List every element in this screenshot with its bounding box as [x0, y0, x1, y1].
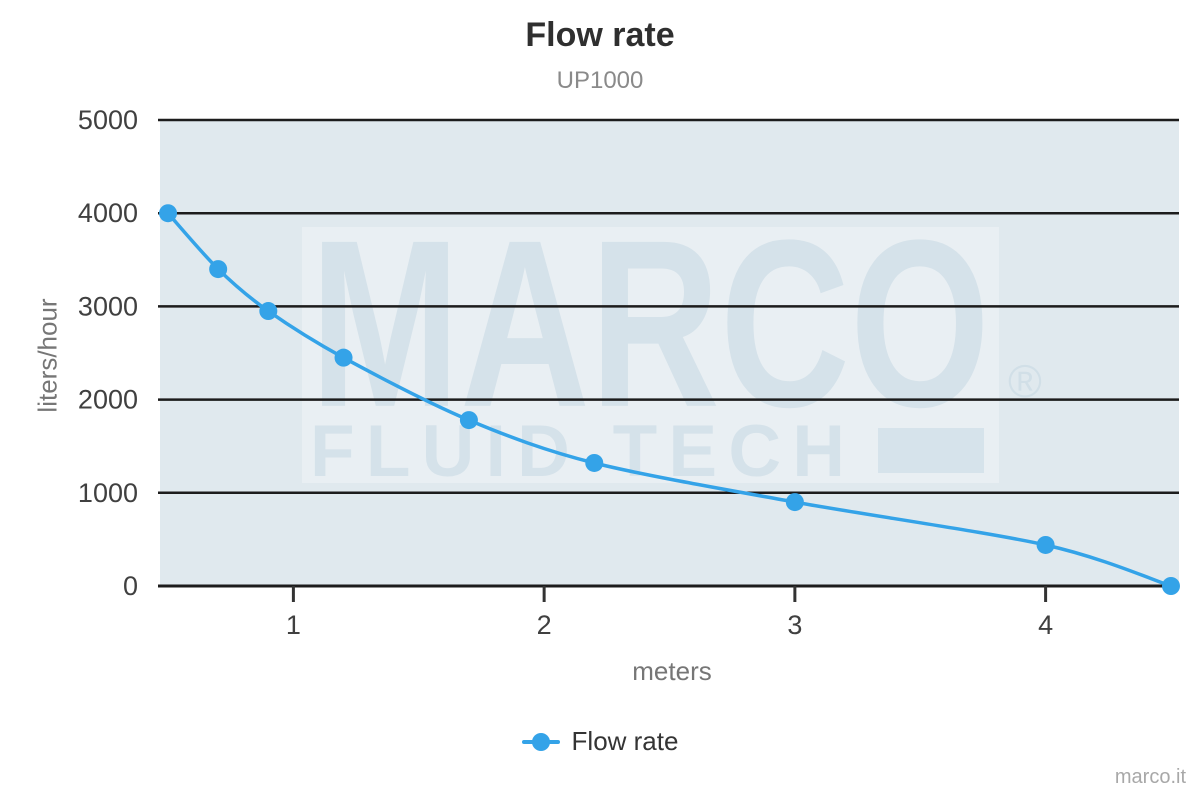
legend-label: Flow rate [571, 726, 679, 756]
legend-marker-icon [521, 732, 560, 752]
legend[interactable]: Flow rate [0, 726, 1200, 757]
x-tick-label: 2 [537, 610, 552, 640]
plot-background [160, 120, 1179, 586]
data-point[interactable] [334, 348, 353, 367]
data-point[interactable] [259, 302, 278, 321]
watermark-brand-text: MARCO [310, 192, 990, 458]
y-tick-label: 1000 [78, 478, 138, 508]
footer-link[interactable]: marco.it [1114, 766, 1186, 788]
data-point[interactable] [159, 204, 178, 223]
data-point[interactable] [1161, 577, 1180, 595]
flow-rate-line [166, 212, 1172, 588]
y-tick-label: 0 [123, 571, 138, 601]
y-tick-label: 4000 [78, 198, 138, 228]
x-tick-label: 4 [1038, 610, 1053, 640]
x-tick-label: 1 [286, 610, 301, 640]
x-tick-label: 3 [787, 610, 802, 640]
data-point[interactable] [209, 260, 228, 279]
data-point[interactable] [585, 453, 604, 472]
y-axis-title: liters/hour [32, 298, 63, 413]
data-point[interactable] [459, 411, 478, 430]
legend-dot-icon [531, 732, 550, 751]
watermark-block [878, 428, 984, 473]
y-tick-label: 5000 [78, 105, 138, 135]
data-point[interactable] [1036, 535, 1055, 554]
y-tick-label: 2000 [78, 385, 138, 415]
data-point[interactable] [785, 493, 804, 512]
chart-title: Flow rate [525, 16, 675, 54]
y-tick-label: 3000 [78, 291, 138, 321]
chart-subtitle: UP1000 [556, 67, 644, 94]
watermark-registered-icon: ® [1008, 355, 1042, 407]
x-axis-title: meters [632, 656, 712, 686]
